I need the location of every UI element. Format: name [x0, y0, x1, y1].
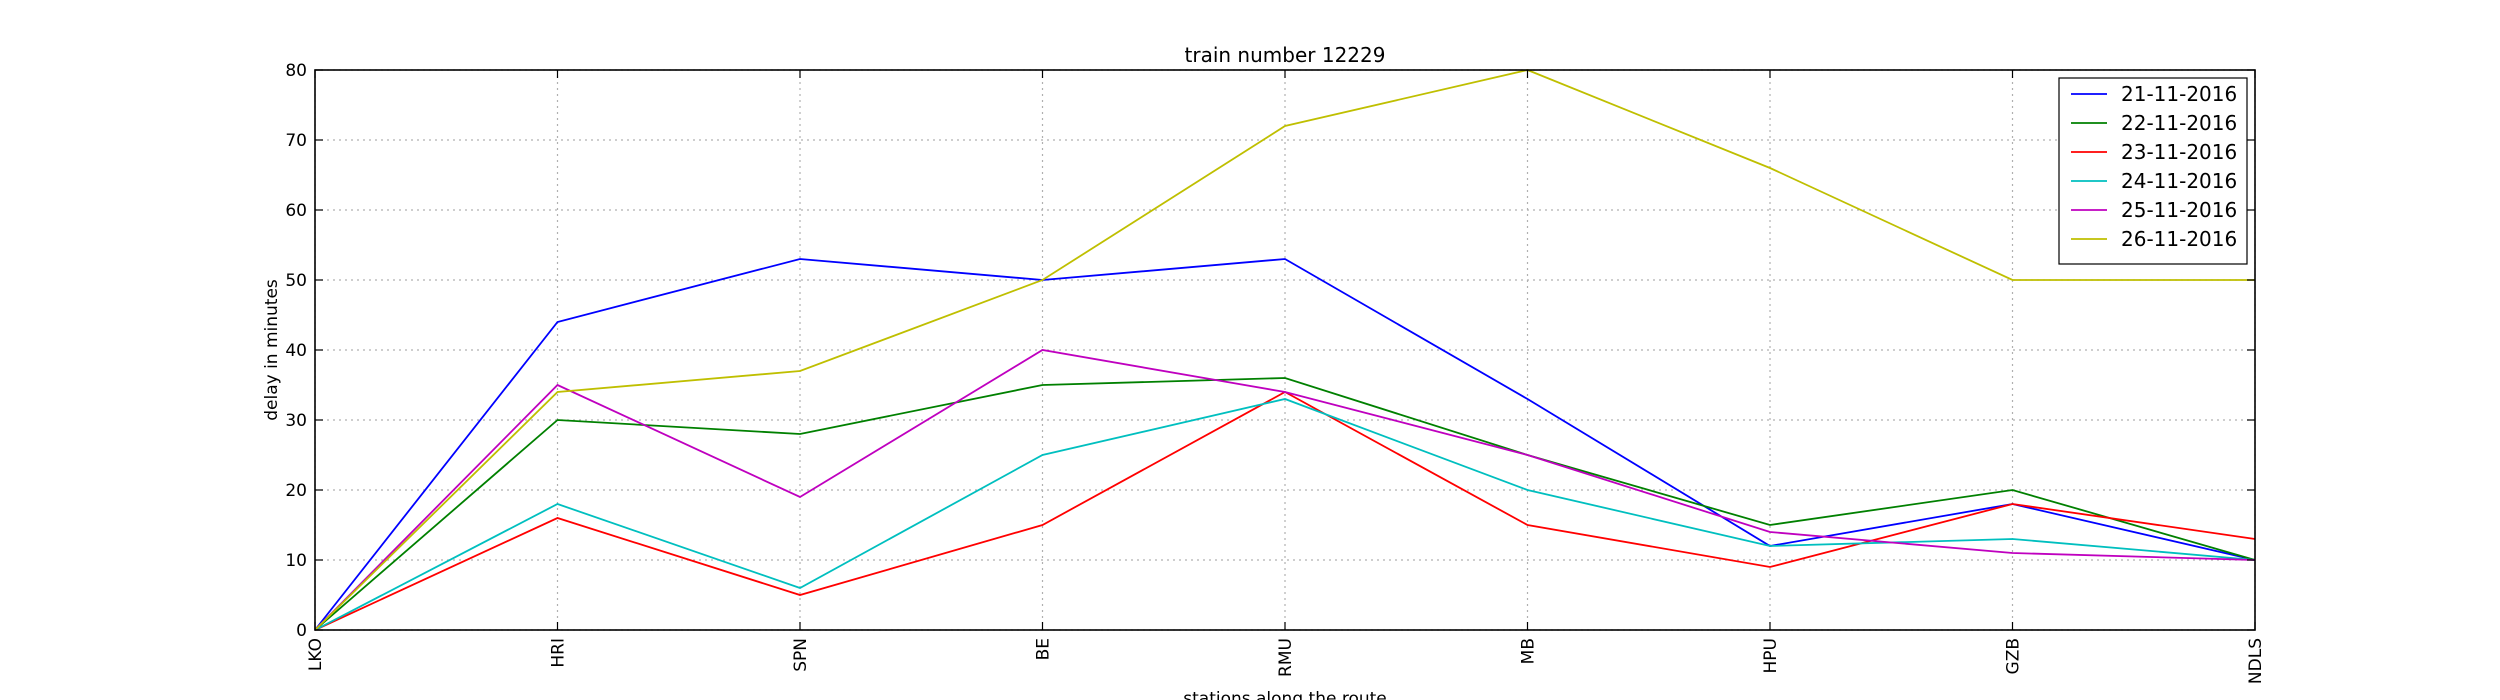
legend-entry: 26-11-2016 — [2121, 227, 2237, 251]
legend-entry: 23-11-2016 — [2121, 140, 2237, 164]
x-tick-label: LKO — [306, 638, 326, 671]
legend: 21-11-2016 22-11-2016 23-11-2016 24-11-2016… — [2058, 77, 2248, 265]
x-tick-label: GZB — [2004, 638, 2024, 674]
legend-entry: 22-11-2016 — [2121, 111, 2237, 135]
y-tick-label: 50 — [285, 271, 307, 291]
x-tick-label: HRI — [549, 638, 569, 668]
x-tick-label: HPU — [1761, 638, 1781, 673]
x-axis-label: stations along the route — [1183, 689, 1387, 700]
y-tick-label: 30 — [285, 411, 307, 431]
series-line-22-11-2016 — [314, 377, 2256, 631]
series-line-26-11-2016 — [314, 69, 2255, 631]
y-tick-label: 40 — [285, 341, 307, 361]
x-tick-label: SPN — [791, 638, 811, 672]
y-tick-label: 20 — [285, 481, 307, 501]
x-tick-label: NDLS — [2246, 638, 2266, 684]
y-axis-label: delay in minutes — [262, 279, 282, 421]
y-tick-label: 60 — [285, 201, 307, 221]
series-line-25-11-2016 — [314, 349, 2256, 631]
legend-entry: 21-11-2016 — [2121, 82, 2237, 106]
x-tick-label: RMU — [1276, 638, 1296, 677]
grid-lines — [314, 69, 2256, 631]
series-line-23-11-2016 — [314, 390, 2256, 631]
legend-box — [2058, 77, 2248, 265]
y-tick-label: 10 — [285, 551, 307, 571]
series-lines — [314, 69, 2256, 631]
x-tick-labels: LKO HRI SPN BE RMU MB HPU GZB NDLS — [306, 638, 2266, 684]
chart-title: train number 12229 — [1185, 43, 1386, 67]
y-tick-labels: 0 10 20 30 40 50 60 70 80 — [285, 61, 307, 641]
y-tick-label: 0 — [296, 621, 307, 641]
y-tick-label: 70 — [285, 131, 307, 151]
axis-ticks — [314, 69, 2256, 631]
legend-entry: 24-11-2016 — [2121, 169, 2237, 193]
legend-entry: 25-11-2016 — [2121, 198, 2237, 222]
y-tick-label: 80 — [285, 61, 307, 81]
series-line-24-11-2016 — [314, 398, 2256, 631]
x-tick-label: BE — [1034, 638, 1054, 660]
x-tick-label: MB — [1519, 638, 1539, 664]
series-line-21-11-2016 — [314, 258, 2256, 631]
